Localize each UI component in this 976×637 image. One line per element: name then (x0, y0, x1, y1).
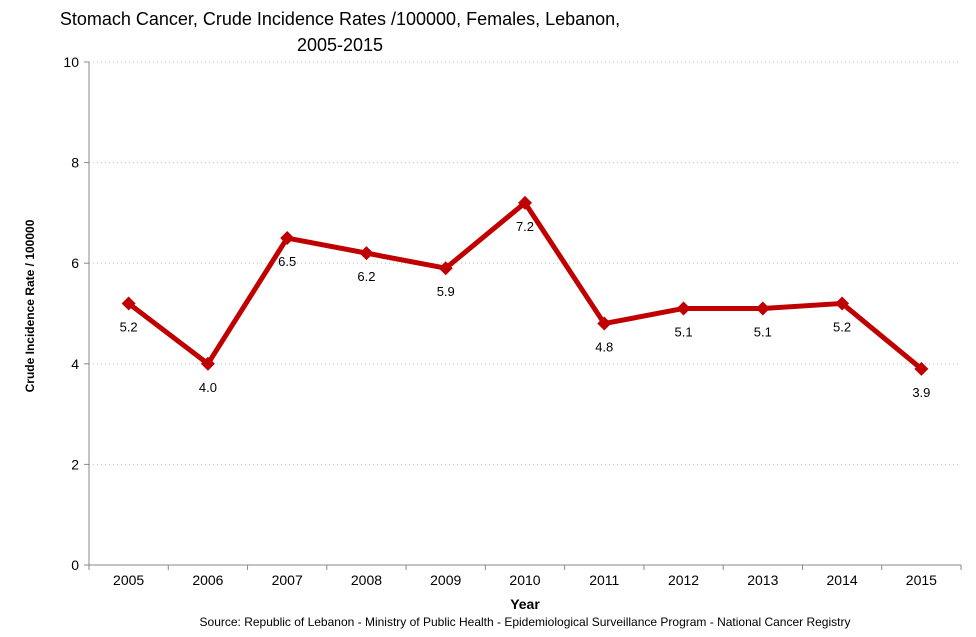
x-tick-label: 2009 (430, 572, 461, 588)
data-point-marker (438, 261, 453, 276)
x-tick-label: 2008 (351, 572, 382, 588)
y-tick-label: 8 (71, 155, 79, 171)
x-tick-label: 2006 (192, 572, 223, 588)
x-tick-label: 2014 (827, 572, 858, 588)
chart-title-line2: 2005-2015 (296, 35, 384, 55)
data-point-marker (755, 301, 770, 316)
data-point-marker (280, 231, 295, 246)
data-label: 6.2 (357, 269, 375, 284)
data-label: 6.5 (278, 254, 296, 269)
data-label: 5.1 (675, 324, 693, 339)
y-tick-label: 4 (71, 356, 79, 372)
y-tick-label: 0 (71, 557, 79, 573)
data-label: 5.1 (754, 324, 772, 339)
x-tick-label: 2005 (113, 572, 144, 588)
data-label: 4.0 (199, 380, 217, 395)
x-tick-label: 2013 (747, 572, 778, 588)
data-label: 5.2 (120, 319, 138, 334)
data-label: 5.2 (833, 319, 851, 334)
chart-title: Stomach Cancer, Crude Incidence Rates /1… (16, 6, 664, 58)
data-point-marker (200, 356, 215, 371)
x-tick-label: 2012 (668, 572, 699, 588)
x-axis-title: Year (510, 596, 540, 612)
chart-title-line1: Stomach Cancer, Crude Incidence Rates /1… (59, 9, 621, 29)
y-tick-label: 6 (71, 255, 79, 271)
source-text: Source: Republic of Lebanon - Ministry o… (199, 615, 851, 629)
data-label: 3.9 (912, 385, 930, 400)
x-tick-label: 2007 (272, 572, 303, 588)
x-tick-label: 2011 (589, 572, 619, 588)
data-point-marker (597, 316, 612, 331)
data-point-marker (359, 246, 374, 261)
y-axis-title: Crude Incidence Rate / 100000 (23, 219, 37, 393)
data-point-marker (676, 301, 691, 316)
data-point-marker (121, 296, 136, 311)
data-label: 4.8 (595, 340, 613, 355)
y-tick-label: 2 (71, 456, 79, 472)
data-label: 5.9 (437, 284, 455, 299)
data-point-marker (914, 361, 929, 376)
x-tick-label: 2015 (906, 572, 937, 588)
x-tick-label: 2010 (509, 572, 540, 588)
data-point-marker (518, 195, 532, 210)
data-label: 7.2 (516, 219, 534, 234)
data-point-marker (835, 296, 850, 311)
y-tick-label: 10 (63, 54, 79, 70)
